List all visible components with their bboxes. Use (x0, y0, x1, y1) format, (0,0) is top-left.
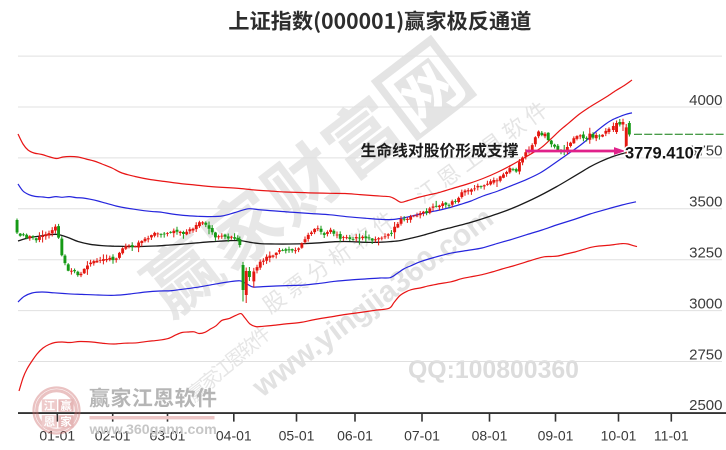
svg-text:3000: 3000 (689, 295, 722, 312)
svg-text:11-01: 11-01 (654, 428, 689, 444)
svg-text:06-01: 06-01 (337, 428, 373, 444)
svg-text:3250: 3250 (689, 245, 722, 262)
svg-text:04-01: 04-01 (216, 428, 252, 444)
svg-text:10-01: 10-01 (601, 428, 637, 444)
svg-text:www.360gann.com: www.360gann.com (89, 422, 217, 438)
svg-text:3779.4107: 3779.4107 (625, 144, 703, 162)
svg-text:3750: 3750 (689, 143, 722, 160)
svg-text:2500: 2500 (689, 397, 722, 414)
svg-text:02-01: 02-01 (95, 428, 131, 444)
svg-text:05-01: 05-01 (279, 428, 315, 444)
svg-text:01-01: 01-01 (39, 428, 75, 444)
svg-text:08-01: 08-01 (472, 428, 508, 444)
svg-text:3500: 3500 (689, 194, 722, 211)
svg-text:03-01: 03-01 (150, 428, 186, 444)
svg-text:2750: 2750 (689, 346, 722, 363)
svg-text:09-01: 09-01 (538, 428, 574, 444)
svg-text:07-01: 07-01 (404, 428, 440, 444)
svg-text:4000: 4000 (689, 92, 722, 109)
